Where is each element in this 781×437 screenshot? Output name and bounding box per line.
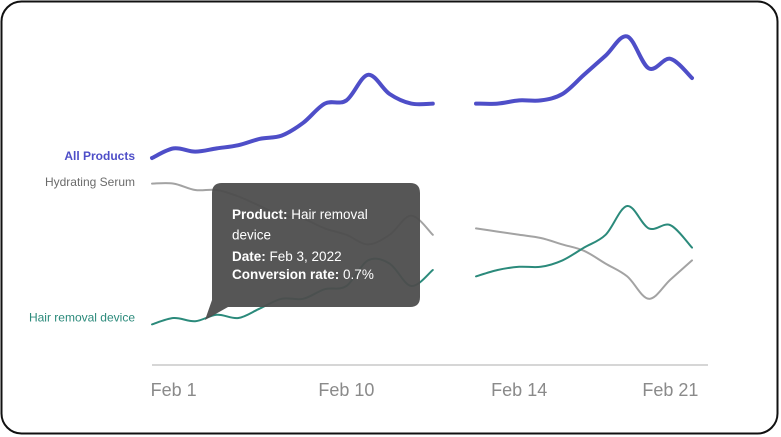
legend-label: Hair removal device <box>29 311 135 325</box>
tooltip-value: Feb 3, 2022 <box>270 249 342 264</box>
x-tick-label: Feb 10 <box>318 380 374 400</box>
legend-label: All Products <box>64 149 135 163</box>
x-tick-label: Feb 14 <box>491 380 547 400</box>
tooltip-line: Product: Hair removal <box>232 207 368 222</box>
tooltip-label: Conversion rate: <box>232 267 339 282</box>
series-line <box>150 34 694 160</box>
tooltip-value: Hair removal <box>291 207 368 222</box>
tooltip-line: Date: Feb 3, 2022 <box>232 249 342 264</box>
tooltip-label: Date: <box>232 249 266 264</box>
legend-label: Hydrating Serum <box>45 175 135 189</box>
tooltip-box <box>205 183 420 320</box>
tooltip: Product: Hair removal device Date: Feb 3… <box>205 183 420 320</box>
x-tick-label: Feb 21 <box>642 380 698 400</box>
x-tick-label: Feb 1 <box>151 380 197 400</box>
tooltip-value: 0.7% <box>343 267 374 282</box>
tooltip-value: device <box>232 228 271 243</box>
tooltip-label: Product: <box>232 207 288 222</box>
tooltip-line: Conversion rate: 0.7% <box>232 267 374 282</box>
